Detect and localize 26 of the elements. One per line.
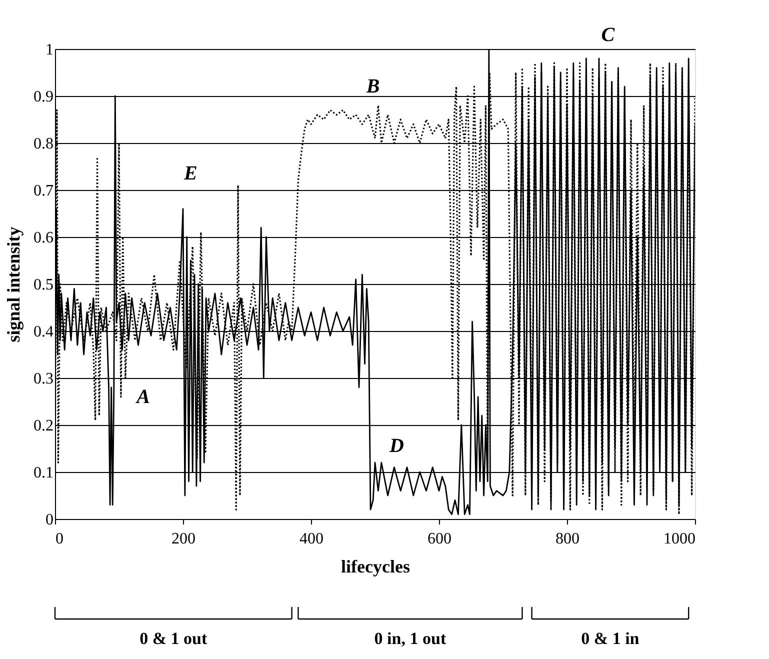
y-tick-label: 0.2 bbox=[34, 418, 54, 434]
x-tick-label: 800 bbox=[556, 530, 580, 548]
y-tick-label: 0.1 bbox=[34, 464, 54, 482]
x-axis-title: lifecycles bbox=[341, 556, 410, 576]
text: C bbox=[601, 24, 616, 46]
y-tick-label: 0.7 bbox=[34, 182, 54, 200]
text: 0 & 1 in bbox=[581, 629, 640, 648]
y-axis-title: signal intensity bbox=[4, 226, 24, 342]
annotation: A bbox=[134, 386, 150, 408]
text: 0 & 1 out bbox=[140, 629, 208, 648]
y-tick-label: 0 bbox=[46, 512, 54, 528]
x-tick-label: 200 bbox=[172, 530, 196, 548]
x-tick-label: 1000 bbox=[664, 530, 696, 548]
y-tick-label: 0.5 bbox=[34, 276, 54, 294]
y-tick-label: 0.8 bbox=[34, 136, 54, 152]
y-tick-label: 0.9 bbox=[34, 88, 54, 106]
y-tick-label: 1 bbox=[46, 42, 54, 58]
x-tick-label: 600 bbox=[428, 530, 452, 548]
annotation: D bbox=[388, 435, 404, 458]
y-tick-label: 0.4 bbox=[34, 324, 54, 340]
x-tick-label: 400 bbox=[300, 530, 324, 548]
annotation: E bbox=[183, 162, 198, 185]
text: 0 in, 1 out bbox=[374, 629, 446, 648]
y-tick-label: 0.6 bbox=[34, 230, 54, 246]
annotation: B bbox=[365, 76, 380, 98]
y-tick-label: 0.3 bbox=[34, 370, 54, 388]
